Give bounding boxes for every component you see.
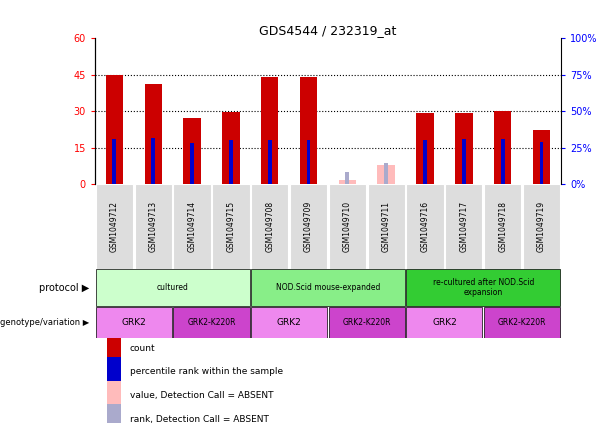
Bar [105,74,123,184]
Bar [107,381,121,410]
Text: GSM1049714: GSM1049714 [188,201,197,252]
Text: percentile rank within the sample: percentile rank within the sample [130,367,283,376]
Text: GSM1049712: GSM1049712 [110,201,119,252]
Text: GRK2-K220R: GRK2-K220R [343,318,391,327]
Text: GSM1049711: GSM1049711 [382,201,390,252]
Text: GSM1049709: GSM1049709 [304,201,313,252]
Bar [306,140,310,184]
Bar [190,143,194,184]
Bar [329,307,405,338]
Bar [378,165,395,184]
Bar [251,307,327,338]
Text: GSM1049717: GSM1049717 [459,201,468,252]
Text: GSM1049715: GSM1049715 [226,201,235,252]
Bar [484,184,521,269]
Bar [384,163,388,184]
Bar [501,139,504,184]
Text: GSM1049718: GSM1049718 [498,201,507,252]
Text: rank, Detection Call = ABSENT: rank, Detection Call = ABSENT [130,415,269,423]
Bar [268,140,272,184]
Text: GSM1049710: GSM1049710 [343,201,352,252]
Text: GSM1049716: GSM1049716 [421,201,430,252]
Text: GSM1049713: GSM1049713 [149,201,158,252]
Text: re-cultured after NOD.Scid
expansion: re-cultured after NOD.Scid expansion [433,278,534,297]
Bar [212,184,249,269]
Bar [251,269,405,306]
Bar [96,307,172,338]
Bar [423,140,427,184]
Bar [338,180,356,184]
Bar [96,269,249,306]
Text: GRK2: GRK2 [276,318,302,327]
Bar [406,307,482,338]
Bar [533,131,550,184]
Bar [107,333,121,363]
Bar [113,139,116,184]
Bar [445,184,482,269]
Bar [462,140,466,184]
Bar [346,172,349,184]
Bar [229,140,233,184]
Bar [96,184,133,269]
Text: GRK2-K220R: GRK2-K220R [187,318,236,327]
Text: count: count [130,343,156,353]
Bar [455,113,473,184]
Text: protocol ▶: protocol ▶ [39,283,89,293]
Text: genotype/variation ▶: genotype/variation ▶ [0,318,89,327]
Text: GSM1049719: GSM1049719 [537,201,546,252]
Bar [290,184,327,269]
Text: GRK2: GRK2 [121,318,147,327]
Bar [523,184,560,269]
Bar [107,404,121,423]
Bar [300,77,318,184]
Text: NOD.Scid mouse-expanded: NOD.Scid mouse-expanded [276,283,380,292]
Text: GSM1049708: GSM1049708 [265,201,274,252]
Bar [222,112,240,184]
Bar [107,357,121,387]
Bar [484,307,560,338]
Bar [261,77,278,184]
Bar [173,307,249,338]
Bar [406,269,560,306]
Text: value, Detection Call = ABSENT: value, Detection Call = ABSENT [130,391,273,400]
Bar [539,142,543,184]
Bar [135,184,172,269]
Bar [251,184,288,269]
Bar [406,184,444,269]
Text: GRK2-K220R: GRK2-K220R [498,318,546,327]
Bar [151,138,155,184]
Text: GRK2: GRK2 [432,318,457,327]
Title: GDS4544 / 232319_at: GDS4544 / 232319_at [259,24,397,37]
Bar [368,184,405,269]
Bar [173,184,211,269]
Bar [494,111,511,184]
Bar [329,184,366,269]
Bar [145,84,162,184]
Text: cultured: cultured [157,283,189,292]
Bar [416,113,434,184]
Bar [183,118,201,184]
